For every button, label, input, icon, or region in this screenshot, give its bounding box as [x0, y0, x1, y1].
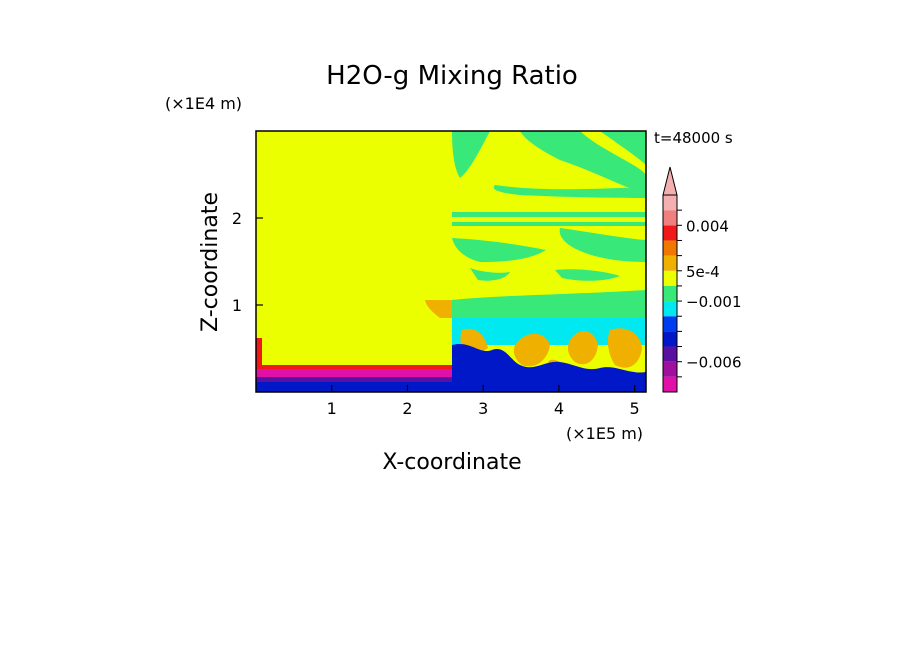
- colorbar-segment: [663, 255, 677, 271]
- colorbar: 0.004 5e-4 −0.001 −0.006: [662, 166, 742, 393]
- plot-area: [256, 131, 646, 392]
- x-tick-label: 5: [630, 399, 640, 418]
- x-tick-label: 4: [554, 399, 564, 418]
- colorbar-segment: [663, 285, 677, 302]
- colorbar-label: −0.001: [686, 293, 742, 311]
- colorbar-label: 5e-4: [686, 263, 720, 281]
- colorbar-segment: [663, 210, 677, 226]
- y-unit-label: (×1E4 m): [165, 94, 242, 113]
- colorbar-segment: [663, 376, 677, 392]
- purple-layer: [256, 377, 452, 382]
- y-tick-group: 12: [232, 209, 263, 315]
- x-tick-group: 1 2 3 4 5: [327, 385, 640, 418]
- x-tick-label: 3: [478, 399, 488, 418]
- y-tick-label: 1: [232, 296, 242, 315]
- colorbar-label: 0.004: [686, 217, 729, 235]
- blue-left-layer: [256, 382, 452, 392]
- y-axis-label: Z-coordinate: [198, 192, 223, 332]
- orange-plumes: [425, 300, 642, 378]
- blue-layer: [452, 343, 646, 392]
- colorbar-segment: [663, 240, 677, 256]
- colorbar-segment: [663, 316, 677, 332]
- colorbar-segment: [663, 225, 677, 241]
- magenta-layer: [256, 369, 452, 377]
- green-streaks: [452, 131, 646, 318]
- colorbar-segment: [663, 301, 677, 317]
- x-axis-label: X-coordinate: [382, 450, 521, 475]
- plot-frame: [255, 130, 647, 393]
- red-edge: [256, 338, 262, 368]
- cyan-band: [452, 318, 646, 345]
- red-strip: [256, 365, 452, 369]
- colorbar-segment: [663, 346, 677, 362]
- chart-title: H2O-g Mixing Ratio: [326, 61, 578, 91]
- colorbar-extend-arrow: [662, 166, 678, 196]
- colorbar-segment: [663, 195, 677, 211]
- x-unit-label: (×1E5 m): [566, 424, 643, 443]
- x-tick-label: 2: [402, 399, 412, 418]
- colorbar-label: −0.006: [686, 354, 742, 372]
- colorbar-segment: [663, 270, 677, 286]
- x-tick-label: 1: [327, 399, 337, 418]
- colorbar-segment: [663, 361, 677, 377]
- time-label: t=48000 s: [654, 129, 733, 147]
- colorbar-segment: [663, 331, 677, 347]
- y-tick-label: 2: [232, 209, 242, 228]
